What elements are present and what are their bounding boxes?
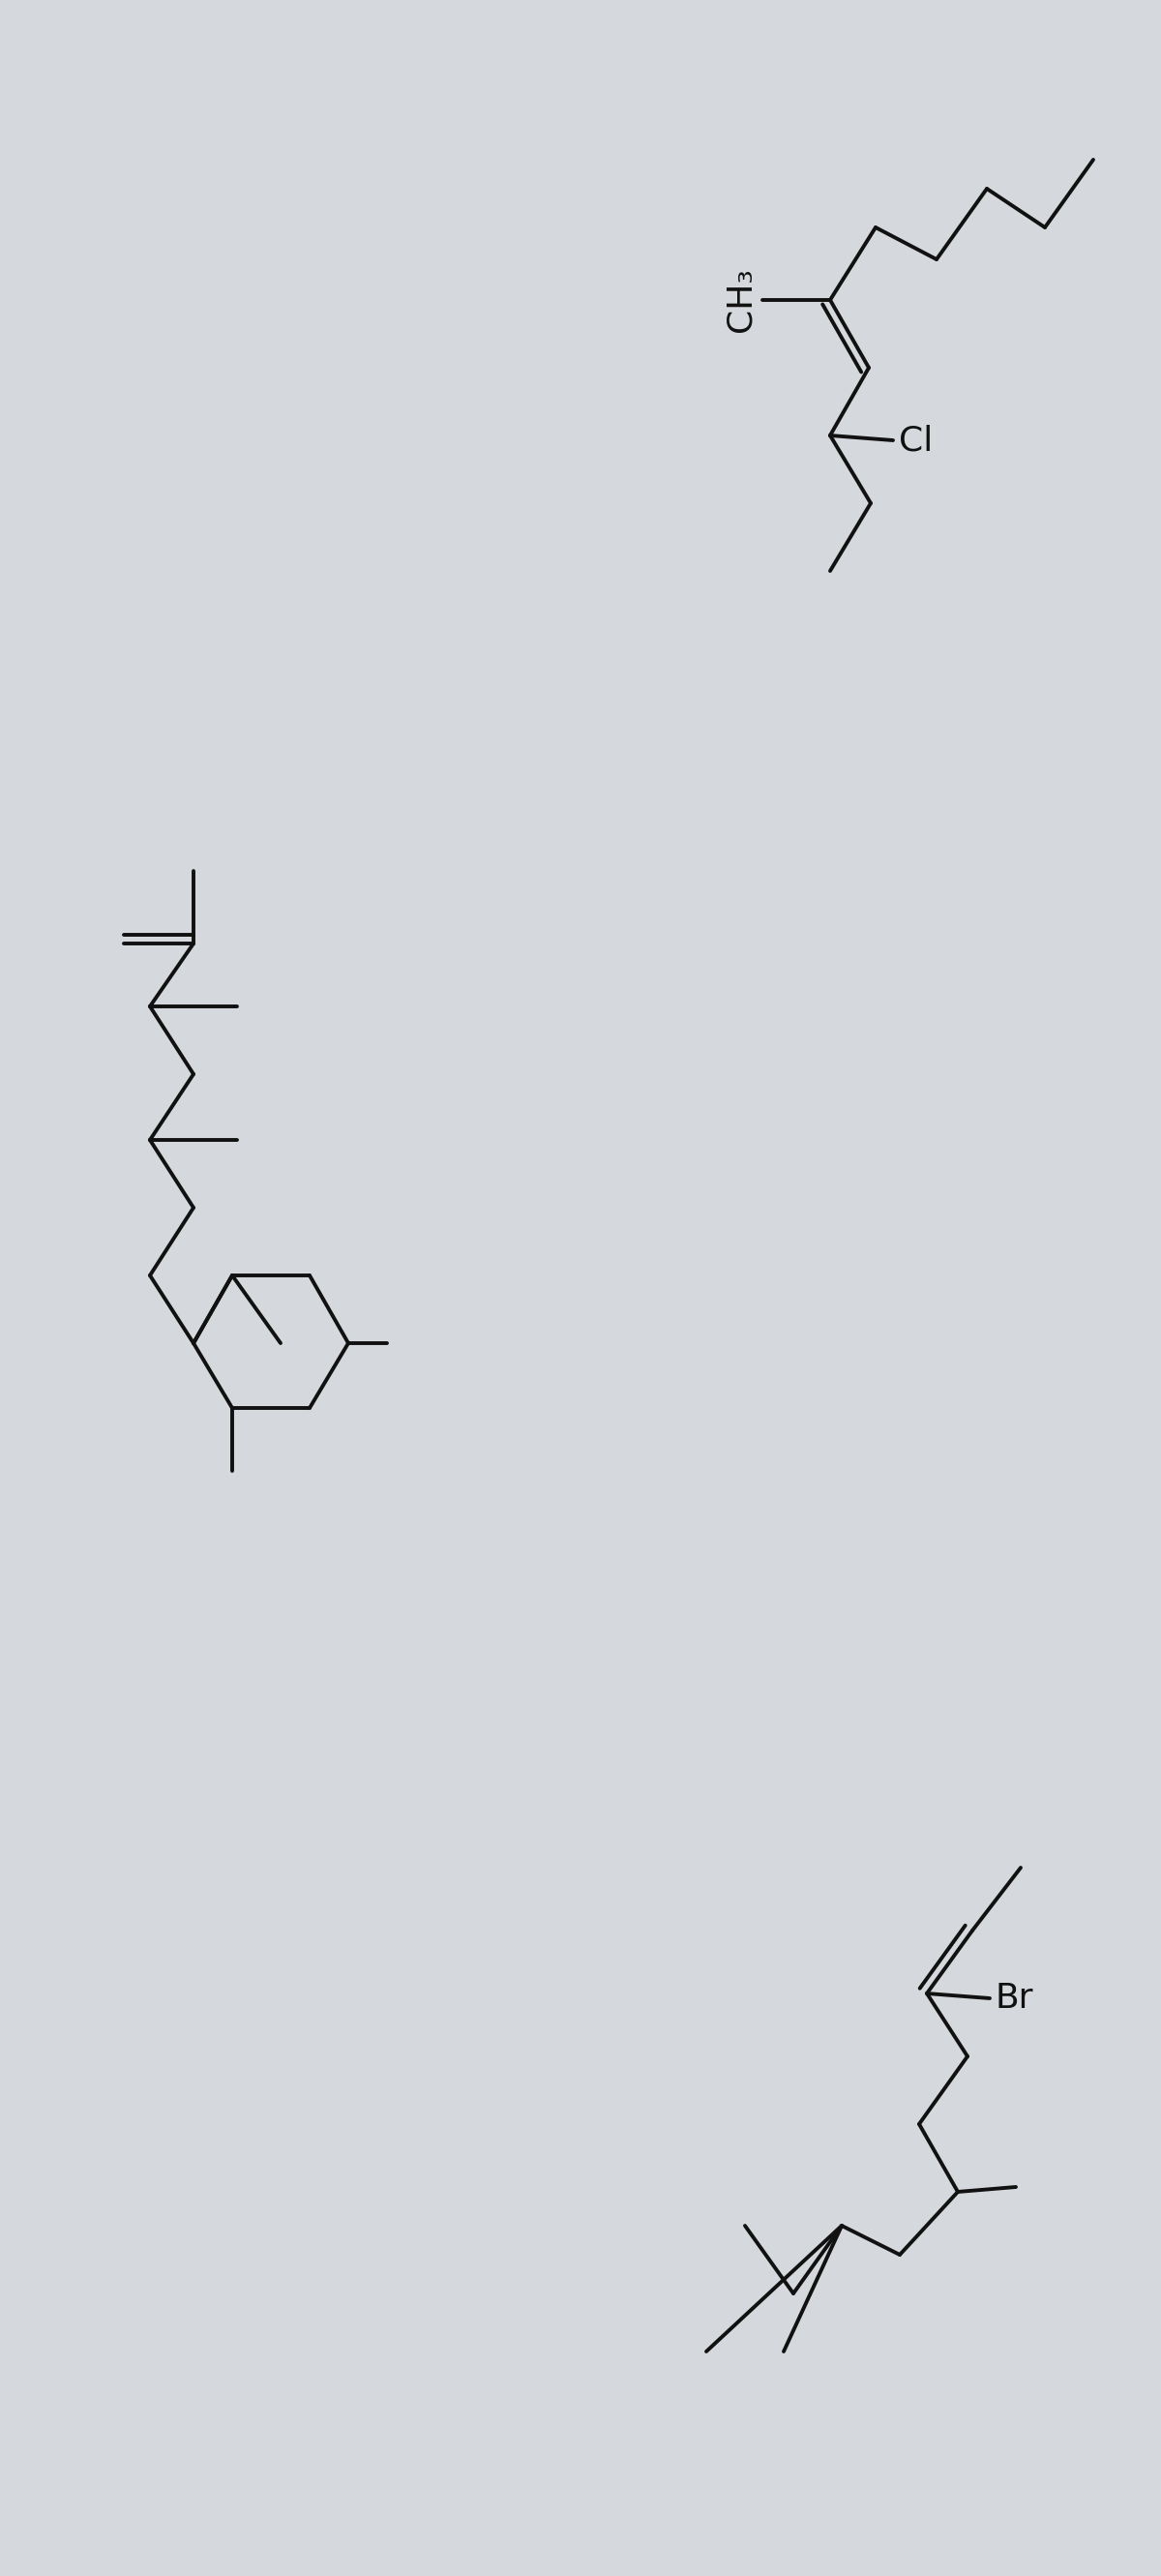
Text: Cl: Cl	[899, 425, 933, 456]
Text: Br: Br	[996, 1981, 1033, 2014]
Text: CH₃: CH₃	[724, 268, 758, 332]
